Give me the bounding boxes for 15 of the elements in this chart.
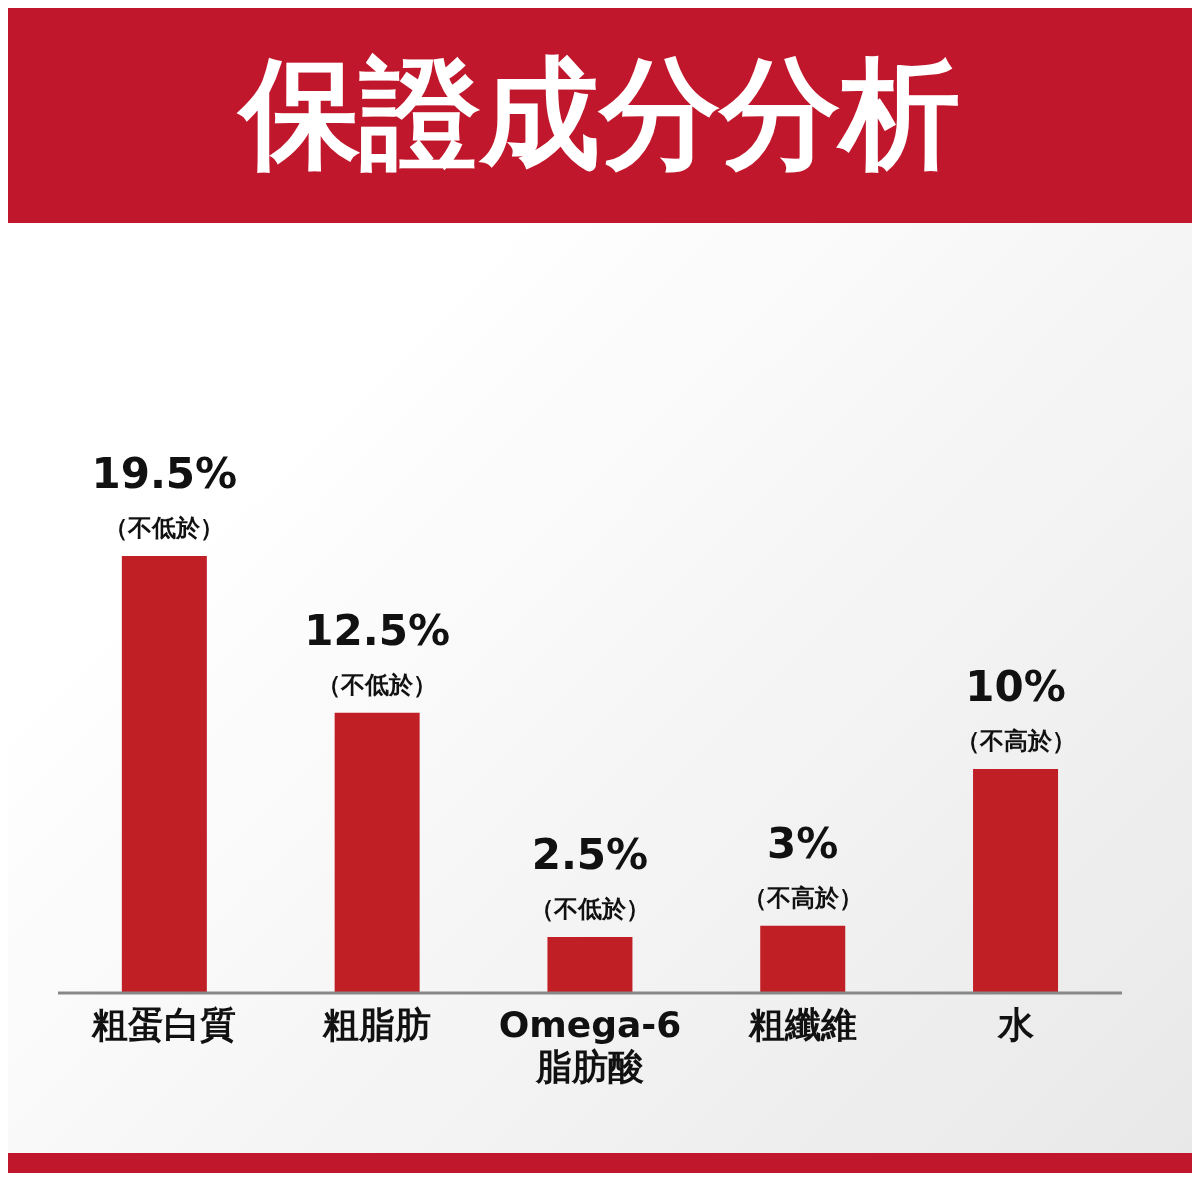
data-label: 3% （不高於）	[742, 818, 863, 912]
x-tick-label: 水	[996, 1004, 1034, 1045]
bar	[121, 555, 207, 993]
x-tick-label: 粗纖維	[747, 1004, 857, 1045]
data-label: 19.5% （不低於）	[91, 448, 238, 542]
data-label: 10% （不高於）	[955, 661, 1076, 755]
bar	[334, 712, 420, 993]
bar	[760, 925, 846, 993]
x-tick-label: 粗蛋白質	[91, 1004, 237, 1045]
data-label: 2.5% （不低於）	[529, 829, 650, 923]
data-label: 12.5% （不低於）	[304, 605, 450, 699]
bar	[547, 936, 633, 993]
x-tick-label: Omega-6 脂肪酸	[498, 1004, 682, 1087]
bar	[973, 768, 1059, 993]
x-tick-label: 粗脂肪	[322, 1004, 432, 1045]
